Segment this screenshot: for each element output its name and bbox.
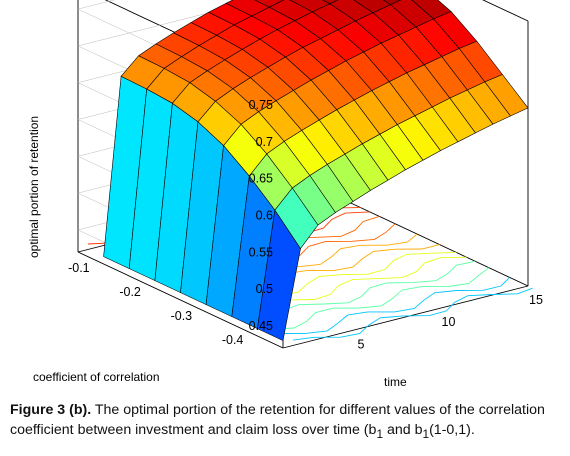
caption-subscript-1: 1 (376, 426, 384, 441)
x-axis-label: time (384, 375, 407, 389)
z-tick-label-2: 0.55 (249, 245, 273, 259)
z-tick-label-3: 0.6 (256, 209, 273, 223)
z-axis-label: optimal portion of retention (27, 116, 41, 258)
caption-text: The optimal portion of the retention for… (10, 402, 545, 438)
caption-subscript-2: 1 (422, 426, 430, 441)
contour-line-0 (293, 287, 533, 341)
y-tick-label-2: -0.3 (171, 309, 193, 323)
caption-end: (1-0,1). (429, 422, 475, 438)
y-tick-label-0: -0.1 (68, 261, 90, 275)
surface-quad-4-12 (382, 0, 402, 6)
z-tick-label-6: 0.75 (249, 98, 273, 112)
box-edge-5 (77, 251, 284, 349)
box-edge-8 (482, 0, 529, 22)
tick-labels: 0.45 0.5 0.55 0.6 0.65 0.7 0.75 -0.1 -0.2 -0.3 -0.… (68, 98, 543, 351)
x-tick-label-1: 10 (442, 315, 456, 329)
x-tick-label-0: 5 (358, 337, 365, 351)
figure-caption: Figure 3 (b). The optimal portion of the… (10, 400, 562, 444)
z-tick-label-1: 0.5 (256, 282, 273, 296)
surface-plot: 0.45 0.5 0.55 0.6 0.65 0.7 0.75 -0.1 -0.2 -0.3 -0.… (27, 0, 543, 389)
caption-mid: and b (383, 422, 423, 438)
y-axis-label: coefficient of correlation (33, 370, 160, 384)
surface-quad-0-13 (484, 74, 529, 117)
z-tick-label-5: 0.7 (256, 135, 273, 149)
box-edge-4 (322, 189, 529, 287)
y-tick-label-3: -0.4 (222, 333, 244, 347)
contour-line-2 (270, 267, 490, 330)
retention-surface (103, 0, 529, 342)
z-tick-label-0: 0.45 (249, 319, 273, 333)
contour-line-1 (278, 277, 510, 334)
z-tick-label-4: 0.65 (249, 172, 273, 186)
x-tick-label-2: 15 (529, 293, 543, 307)
floor-edge-time (282, 285, 529, 349)
surface-quad-5-10 (322, 0, 339, 5)
y-tick-label-1: -0.2 (119, 285, 141, 299)
figure-number: Figure 3 (b). (10, 402, 92, 418)
